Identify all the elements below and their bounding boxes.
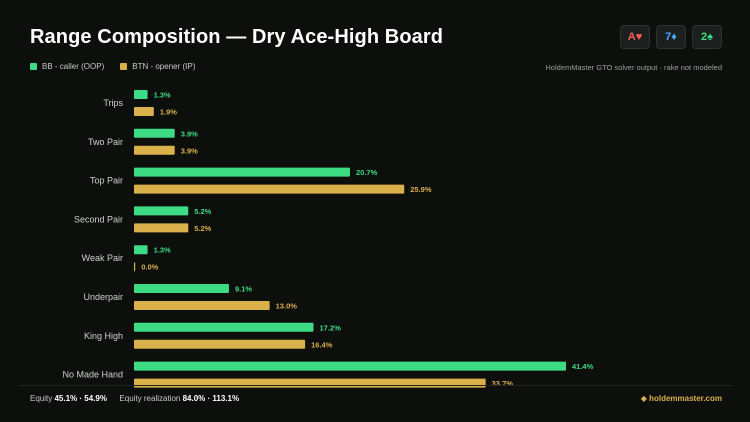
board-card-2: 7♦ bbox=[656, 25, 686, 49]
value-label-bb-weak-pair: 1.3% bbox=[154, 246, 171, 255]
legend-swatch-bb bbox=[30, 63, 37, 70]
legend-item-btn: BTN - opener (IP) bbox=[120, 62, 195, 71]
value-label-btn-second-pair: 5.2% bbox=[194, 224, 211, 233]
bar-bb-trips bbox=[134, 90, 148, 99]
value-label-btn-two-pair: 3.9% bbox=[181, 146, 198, 155]
bar-bb-weak-pair bbox=[134, 245, 148, 255]
legend-item-bb: BB - caller (OOP) bbox=[30, 62, 104, 71]
bar-btn-trips bbox=[134, 107, 154, 116]
footer-divider bbox=[18, 385, 732, 386]
category-label-weak-pair: Weak Pair bbox=[82, 253, 123, 263]
legend-label-btn: BTN - opener (IP) bbox=[132, 62, 196, 71]
value-label-bb-top-pair: 20.7% bbox=[356, 168, 378, 177]
board-card-3: 2♠ bbox=[692, 25, 722, 49]
category-label-second-pair: Second Pair bbox=[74, 214, 123, 224]
source-note: HoldemMaster GTO solver output · rake no… bbox=[545, 63, 722, 72]
board-card-1: A♥ bbox=[620, 25, 650, 49]
value-label-bb-no-made-hand: 41.4% bbox=[572, 362, 594, 371]
brand-link[interactable]: ◆ holdemmaster.com bbox=[640, 394, 722, 403]
bar-btn-two-pair bbox=[134, 145, 175, 155]
value-label-bb-king-high: 17.2% bbox=[319, 323, 341, 332]
value-label-btn-weak-pair: 0.0% bbox=[141, 263, 158, 272]
legend-swatch-btn bbox=[120, 63, 128, 70]
realization-label: Equity realization bbox=[119, 394, 181, 403]
bar-bb-two-pair bbox=[134, 128, 175, 138]
value-label-btn-underpair: 13.0% bbox=[276, 302, 298, 311]
value-label-bb-two-pair: 3.9% bbox=[181, 129, 198, 138]
legend: BB - caller (OOP) BTN - opener (IP) bbox=[30, 62, 195, 71]
value-label-bb-second-pair: 5.2% bbox=[194, 207, 211, 216]
category-label-no-made-hand: No Made Hand bbox=[62, 370, 123, 380]
value-label-bb-underpair: 9.1% bbox=[235, 285, 252, 294]
category-label-two-pair: Two Pair bbox=[88, 137, 123, 147]
equity-label: Equity bbox=[30, 394, 53, 403]
board-cards: A♥ 7♦ 2♠ bbox=[620, 25, 722, 49]
value-label-btn-trips: 1.9% bbox=[160, 108, 177, 117]
bar-btn-top-pair bbox=[134, 184, 405, 194]
category-label-trips: Trips bbox=[103, 98, 123, 108]
value-label-btn-top-pair: 25.9% bbox=[410, 185, 432, 194]
category-label-top-pair: Top Pair bbox=[90, 176, 123, 186]
bar-btn-weak-pair bbox=[134, 262, 136, 272]
equity-value: 45.1% · 54.9% bbox=[54, 394, 107, 403]
bar-bb-no-made-hand bbox=[134, 361, 566, 371]
bar-btn-king-high bbox=[134, 339, 306, 349]
realization-value: 84.0% · 113.1% bbox=[182, 394, 240, 403]
chart-title: Range Composition — Dry Ace-High Board bbox=[30, 26, 444, 48]
category-label-underpair: Underpair bbox=[83, 292, 123, 302]
bar-btn-underpair bbox=[134, 301, 270, 310]
bar-bb-top-pair bbox=[134, 167, 350, 177]
category-label-king-high: King High bbox=[84, 331, 123, 341]
legend-label-bb: BB - caller (OOP) bbox=[42, 62, 105, 71]
bar-btn-second-pair bbox=[134, 223, 189, 233]
bar-bb-king-high bbox=[134, 322, 314, 332]
value-label-btn-no-made-hand: 33.7% bbox=[492, 379, 514, 388]
bar-bb-underpair bbox=[134, 284, 229, 293]
footer-stats: Equity 45.1% · 54.9% Equity realization … bbox=[30, 394, 239, 403]
bar-bb-second-pair bbox=[134, 206, 189, 216]
value-label-bb-trips: 1.3% bbox=[154, 91, 171, 100]
bar-btn-no-made-hand bbox=[134, 378, 486, 388]
value-label-btn-king-high: 16.4% bbox=[311, 340, 333, 349]
